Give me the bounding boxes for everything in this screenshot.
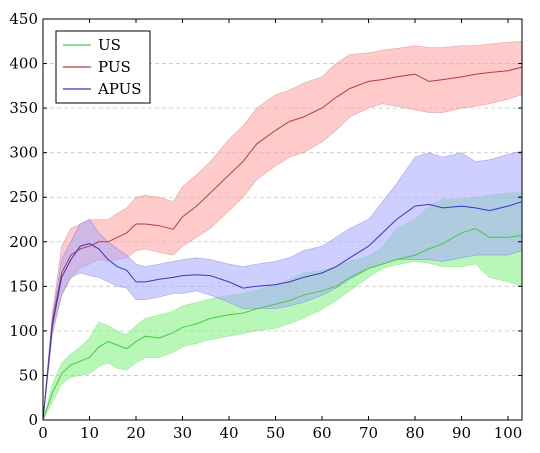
legend-label-us: US	[98, 36, 121, 54]
y-tick-label: 200	[9, 233, 38, 251]
x-tick-label: 80	[405, 424, 424, 442]
x-tick-label: 10	[80, 424, 99, 442]
y-tick-label: 450	[9, 10, 38, 28]
line-pus	[42, 66, 523, 421]
legend-label-pus: PUS	[98, 58, 131, 76]
x-tick-label: 90	[452, 424, 471, 442]
y-tick-label: 400	[9, 55, 38, 73]
x-tick-label: 60	[312, 424, 331, 442]
y-tick-label: 300	[9, 144, 38, 162]
band-apus	[42, 150, 523, 421]
x-tick-label: 50	[266, 424, 285, 442]
y-tick-label: 150	[9, 277, 38, 295]
y-tick-label: 50	[19, 366, 38, 384]
x-tick-label: 70	[359, 424, 378, 442]
x-tick-label: 30	[173, 424, 192, 442]
y-tick-label: 350	[9, 99, 38, 117]
axis-ticks	[42, 18, 522, 421]
x-tick-label: 0	[38, 424, 48, 442]
y-tick-label: 0	[28, 411, 38, 429]
y-tick-label: 100	[9, 322, 38, 340]
line-apus	[42, 201, 523, 421]
legend: US PUS APUS	[55, 30, 151, 104]
x-tick-label: 20	[126, 424, 145, 442]
plot-frame	[42, 18, 523, 421]
series-lines	[42, 66, 523, 421]
legend-label-apus: APUS	[97, 80, 142, 98]
x-tick-labels: 0 10 20 30 40 50 60 70 80 90 100	[38, 424, 522, 442]
line-us	[42, 227, 523, 421]
y-tick-label: 250	[9, 188, 38, 206]
x-tick-label: 100	[494, 424, 523, 442]
y-tick-labels: 0 50 100 150 200 250 300 350 400 450	[9, 10, 38, 429]
x-tick-label: 40	[219, 424, 238, 442]
